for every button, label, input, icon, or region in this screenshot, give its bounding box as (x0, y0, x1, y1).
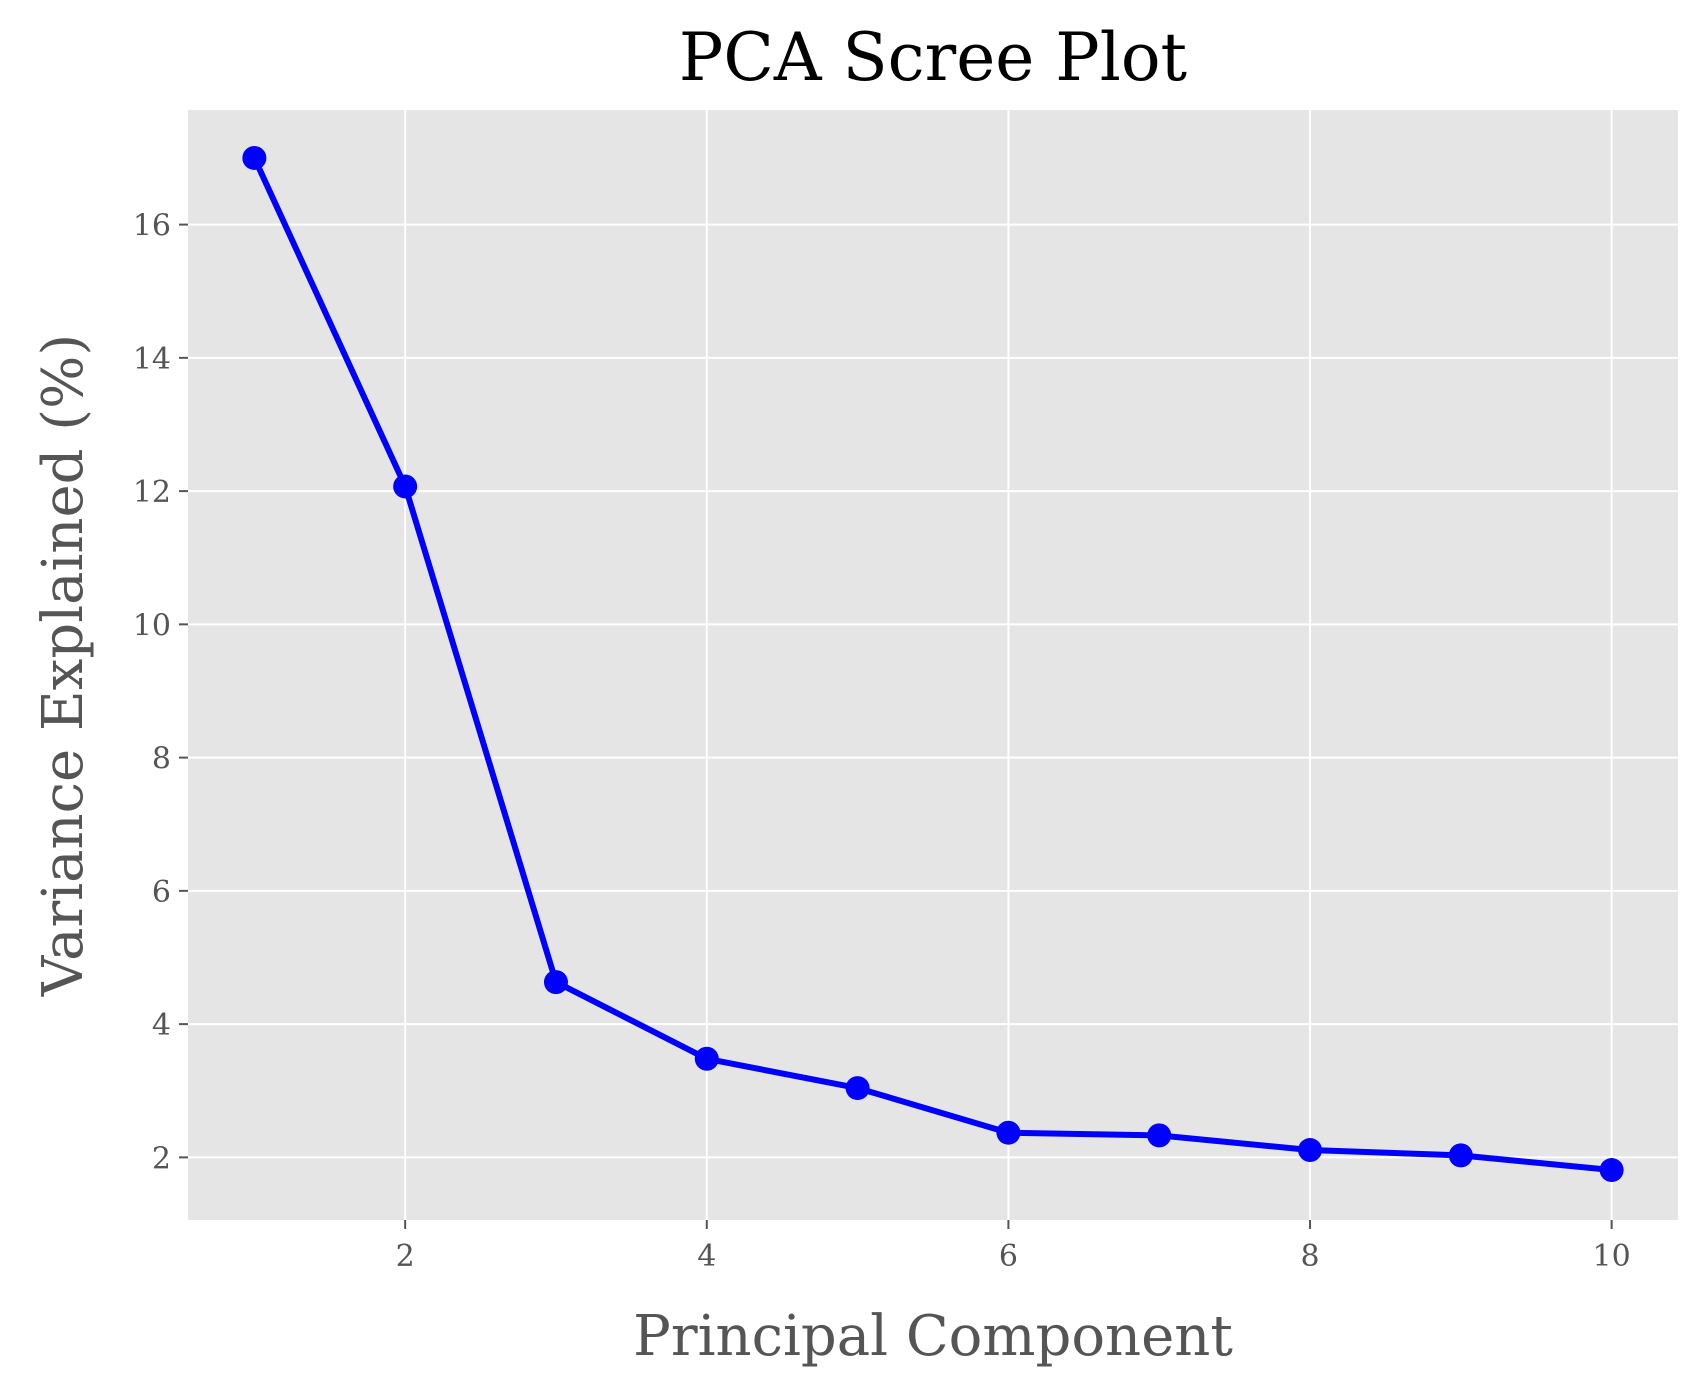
data-point (393, 474, 418, 499)
chart-title: PCA Scree Plot (679, 19, 1187, 96)
y-tick-label: 2 (152, 1141, 171, 1176)
y-tick-label: 10 (133, 608, 171, 643)
y-tick-label: 4 (152, 1008, 171, 1043)
y-tick-label: 12 (133, 475, 171, 510)
y-tick-label: 6 (152, 875, 171, 910)
y-tick-label: 8 (152, 742, 171, 777)
data-point (694, 1046, 719, 1071)
data-point (845, 1076, 870, 1101)
data-point (1599, 1158, 1624, 1183)
plot-area (188, 110, 1678, 1220)
data-point (242, 145, 267, 170)
y-tick-label: 14 (133, 342, 171, 377)
x-tick-label: 4 (697, 1239, 716, 1274)
data-point (1298, 1138, 1323, 1163)
x-tick-label: 2 (396, 1239, 415, 1274)
axis-ticks: 2 4 6 8 10 2 4 6 8 10 12 14 16 (133, 209, 1631, 1274)
grid (188, 110, 1678, 1220)
y-axis-label: Variance Explained (%) (31, 334, 96, 997)
x-axis-label: Principal Component (633, 1304, 1233, 1369)
x-tick-label: 6 (999, 1239, 1018, 1274)
x-tick-label: 8 (1300, 1239, 1319, 1274)
data-point (1448, 1143, 1473, 1168)
y-tick-label: 16 (133, 209, 171, 244)
data-point (1147, 1123, 1172, 1148)
series-line (251, 156, 1612, 1173)
series-group (242, 145, 1624, 1183)
x-tick-label: 10 (1593, 1239, 1631, 1274)
data-point (543, 970, 568, 995)
data-point (996, 1120, 1021, 1145)
